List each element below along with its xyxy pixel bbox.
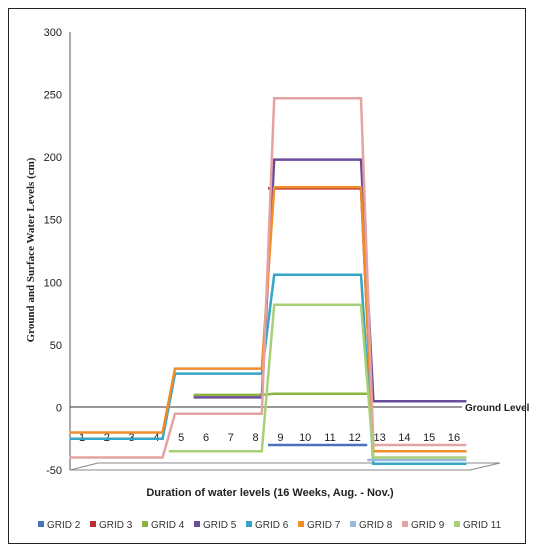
legend-swatch bbox=[38, 521, 44, 527]
x-tick-label: 10 bbox=[299, 432, 311, 444]
legend-label: GRID 7 bbox=[307, 520, 341, 531]
legend: GRID 2 GRID 3 GRID 4 GRID 5 GRID 6 GRID 7 GRID… bbox=[38, 520, 502, 531]
y-tick-label: 0 bbox=[56, 402, 62, 414]
legend-label: GRID 5 bbox=[203, 520, 237, 531]
legend-swatch bbox=[194, 521, 200, 527]
legend-swatch bbox=[402, 521, 408, 527]
legend-swatch bbox=[246, 521, 252, 527]
x-tick-label: 16 bbox=[448, 432, 460, 444]
x-tick-label: 6 bbox=[203, 432, 209, 444]
y-tick-label: 200 bbox=[44, 152, 62, 164]
series-line bbox=[69, 185, 467, 453]
series-line bbox=[168, 303, 467, 459]
legend-swatch bbox=[90, 521, 96, 527]
series-line bbox=[69, 273, 467, 465]
x-axis-label: Duration of water levels (16 Weeks, Aug.… bbox=[146, 487, 394, 499]
legend-label: GRID 2 bbox=[47, 520, 81, 531]
legend-swatch bbox=[298, 521, 304, 527]
y-tick-label: 150 bbox=[44, 215, 62, 227]
legend-label: GRID 8 bbox=[359, 520, 393, 531]
x-tick-label: 15 bbox=[423, 432, 435, 444]
x-tick-label: 14 bbox=[398, 432, 410, 444]
y-tick-label: 250 bbox=[44, 90, 62, 102]
y-tick-label: 50 bbox=[50, 340, 62, 352]
y-axis-label: Ground and Surface Water Levels (cm) bbox=[25, 157, 37, 342]
legend-label: GRID 9 bbox=[411, 520, 445, 531]
legend-label: GRID 4 bbox=[151, 520, 185, 531]
x-tick-label: 12 bbox=[349, 432, 361, 444]
y-tick-label: 100 bbox=[44, 277, 62, 289]
x-tick-label: 8 bbox=[253, 432, 259, 444]
series-lines bbox=[69, 97, 467, 465]
legend-label: GRID 3 bbox=[99, 520, 133, 531]
legend-label: GRID 6 bbox=[255, 520, 289, 531]
series-line bbox=[193, 392, 368, 397]
legend-label: GRID 11 bbox=[463, 520, 502, 531]
y-tick-labels: 300 250 200 150 100 50 0 -50 bbox=[44, 27, 62, 477]
floor-plane bbox=[69, 462, 501, 471]
x-tick-label: 7 bbox=[228, 432, 234, 444]
legend-swatch bbox=[454, 521, 460, 527]
ground-level-annotation: Ground Level bbox=[465, 403, 530, 414]
x-tick-label: 9 bbox=[277, 432, 283, 444]
legend-swatch bbox=[142, 521, 148, 527]
y-tick-label: -50 bbox=[46, 465, 62, 477]
x-tick-label: 11 bbox=[324, 432, 335, 444]
series-line bbox=[193, 158, 467, 403]
x-tick-labels: 1 2 3 4 5 6 7 8 9 10 11 12 13 14 15 16 bbox=[79, 432, 460, 444]
legend-swatch bbox=[350, 521, 356, 527]
series-line bbox=[69, 97, 467, 459]
y-tick-label: 300 bbox=[44, 27, 62, 39]
x-tick-label: 13 bbox=[373, 432, 385, 444]
x-tick-label: 5 bbox=[178, 432, 184, 444]
